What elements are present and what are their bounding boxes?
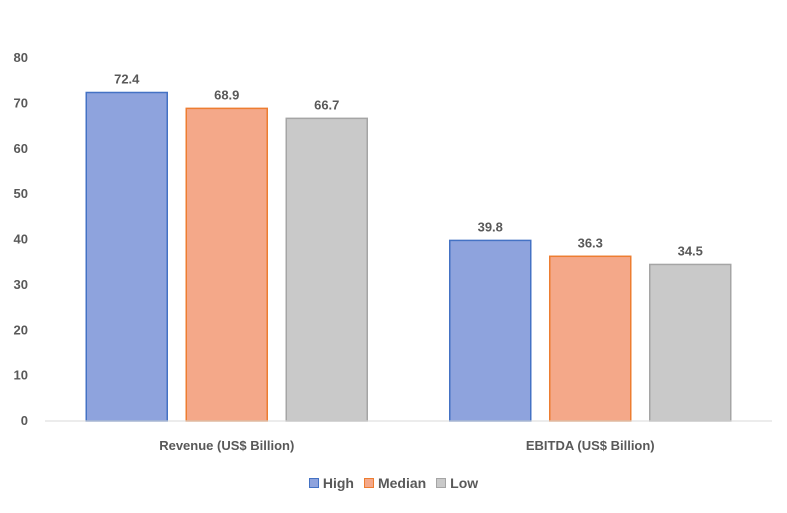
legend-swatch [308,478,319,488]
data-label: 39.8 [478,219,503,234]
legend: High Median Low [0,475,787,491]
y-tick-label: 70 [14,95,28,110]
x-axis: Revenue (US$ Billion) EBITDA (US$ Billion… [159,438,654,453]
bar-median-ebitda [549,255,632,422]
bar-low-ebitda [649,263,732,422]
y-tick-label: 10 [14,368,28,383]
data-label: 34.5 [678,243,703,258]
legend-item-median: Median [363,475,427,491]
data-label: 66.7 [314,97,339,112]
y-tick-label: 20 [14,322,28,337]
legend-swatch [363,478,374,488]
y-tick-label: 60 [14,141,28,156]
data-label: 68.9 [214,87,239,102]
y-tick-label: 40 [14,232,28,247]
data-labels: 72.4 68.9 66.7 39.8 36.3 34.5 [114,71,703,258]
bar-high-revenue [85,91,168,422]
legend-swatch [436,478,447,488]
bars [85,91,732,422]
y-tick-label: 30 [14,277,28,292]
y-axis: 0 10 20 30 40 50 60 70 80 [14,50,28,428]
data-label: 72.4 [114,71,140,86]
bar-low-revenue [285,117,368,422]
bar-median-revenue [185,107,268,422]
y-tick-label: 0 [21,413,28,428]
x-category-label: EBITDA (US$ Billion) [526,438,655,453]
legend-label: Median [377,475,427,491]
legend-label: High [322,475,354,491]
x-category-label: Revenue (US$ Billion) [159,438,294,453]
y-tick-label: 80 [14,50,28,65]
data-label: 36.3 [578,235,603,250]
legend-label: Low [450,475,479,491]
bar-high-ebitda [449,239,532,422]
y-tick-label: 50 [14,186,28,201]
legend-item-low: Low [436,475,478,491]
legend-item-high: High [308,475,354,491]
